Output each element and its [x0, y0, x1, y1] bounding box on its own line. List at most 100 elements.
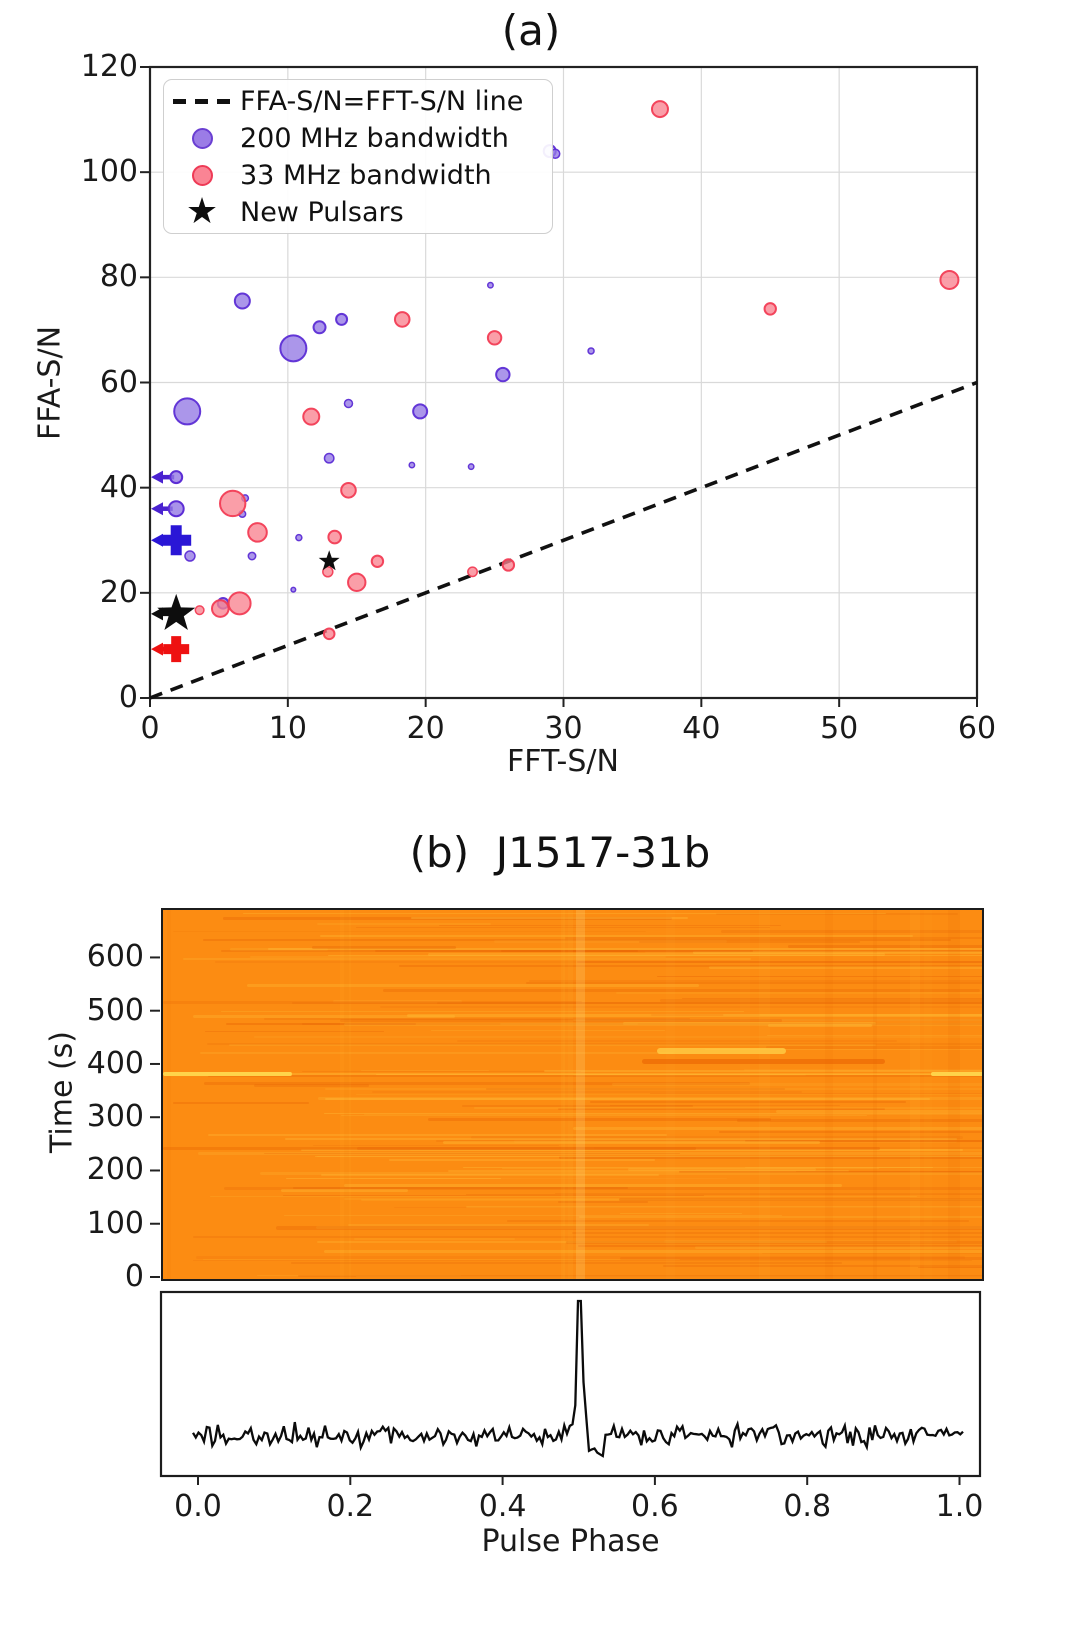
- noise-streak: [650, 1014, 761, 1017]
- noise-streak: [284, 1215, 783, 1217]
- legend-row-33mhz: 33 MHz bandwidth: [164, 157, 552, 193]
- noise-streak: [196, 1255, 966, 1259]
- noise-streak: [242, 913, 887, 915]
- noise-column: [563, 910, 568, 1279]
- time-tick-label: 300: [86, 1099, 144, 1135]
- upper-limit-plus: [161, 525, 192, 556]
- noise-streak: [264, 1153, 681, 1155]
- noise-streak: [388, 1159, 656, 1162]
- noise-streak: [324, 1113, 982, 1115]
- noise-streak: [628, 1167, 816, 1171]
- noise-streak: [722, 1014, 982, 1017]
- noise-streak: [356, 1147, 881, 1151]
- noise-streak: [247, 983, 700, 987]
- noise-streak: [681, 998, 982, 999]
- noise-streak: [383, 988, 981, 992]
- noise-streak: [375, 1073, 982, 1075]
- noise-streak: [325, 1087, 982, 1090]
- y-tick-label: 20: [99, 574, 138, 610]
- noise-streak: [312, 1144, 560, 1146]
- noise-streak: [282, 1194, 704, 1196]
- noise-streak: [202, 1259, 680, 1261]
- star-icon: ★: [185, 191, 219, 232]
- noise-streak: [470, 1135, 964, 1139]
- noise-streak: [302, 1070, 581, 1072]
- noise-streak: [361, 1199, 982, 1202]
- noise-streak: [394, 1206, 982, 1208]
- scatter-point: [347, 572, 367, 593]
- legend-label: 33 MHz bandwidth: [240, 159, 492, 191]
- noise-streak: [410, 917, 688, 920]
- noise-column: [923, 910, 933, 1279]
- noise-streak: [268, 948, 982, 951]
- x-tick-label: 0: [140, 711, 160, 746]
- noise-streak: [353, 1238, 516, 1241]
- x-tick-label: 30: [544, 711, 583, 746]
- noise-streak: [343, 1184, 842, 1188]
- y-tick-label: 120: [80, 49, 138, 84]
- scatter-point: [295, 533, 303, 542]
- noise-streak: [462, 1167, 934, 1169]
- heatmap-feature: [428, 952, 886, 956]
- noise-column: [665, 910, 676, 1279]
- noise-streak: [529, 979, 982, 982]
- noise-streak: [657, 976, 982, 978]
- noise-streak: [192, 1014, 456, 1018]
- noise-streak: [565, 937, 982, 940]
- noise-streak: [316, 923, 491, 926]
- scatter-point: [173, 397, 202, 426]
- y-tick-label: 60: [99, 364, 138, 400]
- noise-streak: [744, 1069, 982, 1072]
- y-tick-label: 100: [80, 154, 138, 190]
- scatter-point: [238, 509, 247, 519]
- phase-tick-label: 0.6: [631, 1489, 679, 1524]
- panel-a-title: (a): [501, 6, 561, 55]
- noise-streak: [767, 1035, 982, 1037]
- noise-streak: [318, 1096, 982, 1100]
- legend-row-new-pulsars: ★ New Pulsars: [164, 194, 552, 230]
- noise-streak: [320, 1174, 659, 1177]
- noise-streak: [499, 1022, 638, 1025]
- noise-streak: [204, 1081, 750, 1085]
- noise-streak: [438, 925, 781, 927]
- noise-column: [824, 910, 834, 1279]
- noise-streak: [572, 1127, 982, 1131]
- upper-limit-arrow-head: [151, 470, 163, 484]
- pulse-profile-line: [192, 1299, 964, 1458]
- panel-b-title: (b) J1517-31b: [409, 828, 711, 877]
- noise-streak: [356, 1276, 982, 1278]
- panel-a-legend: FFA-S/N=FFT-S/N line 200 MHz bandwidth 3…: [163, 79, 553, 234]
- purple-circle-icon: [164, 127, 240, 149]
- upper-limit-circle: [169, 470, 184, 485]
- noise-streak: [285, 1138, 957, 1141]
- noise-streak: [300, 1149, 963, 1152]
- scatter-point: [412, 403, 429, 420]
- scatter-point: [467, 463, 475, 471]
- noise-streak: [501, 949, 638, 952]
- noise-streak: [775, 1109, 982, 1113]
- time-tick-label: 0: [124, 1259, 144, 1294]
- noise-streak: [589, 1100, 907, 1103]
- noise-streak: [343, 1022, 982, 1026]
- scatter-point: [340, 481, 357, 499]
- scatter-point: [323, 452, 335, 464]
- noise-streak: [355, 1093, 982, 1095]
- noise-streak: [577, 1244, 982, 1247]
- noise-streak: [663, 1239, 958, 1243]
- noise-streak: [585, 1019, 982, 1022]
- noise-streak: [558, 1108, 885, 1111]
- noise-streak: [579, 1216, 982, 1219]
- noise-streak: [745, 1166, 982, 1168]
- heatmap-feature: [163, 1147, 697, 1150]
- noise-streak: [221, 949, 754, 952]
- legend-label: FFA-S/N=FFT-S/N line: [240, 85, 524, 117]
- noise-streak: [513, 1140, 957, 1144]
- noise-streak: [431, 1029, 666, 1031]
- noise-streak: [192, 1260, 972, 1262]
- noise-streak: [215, 960, 982, 963]
- x-tick-label: 50: [820, 711, 859, 746]
- noise-streak: [694, 1246, 982, 1250]
- noise-streak: [298, 1275, 982, 1278]
- scatter-point: [939, 269, 960, 290]
- x-tick-label: 40: [682, 711, 721, 746]
